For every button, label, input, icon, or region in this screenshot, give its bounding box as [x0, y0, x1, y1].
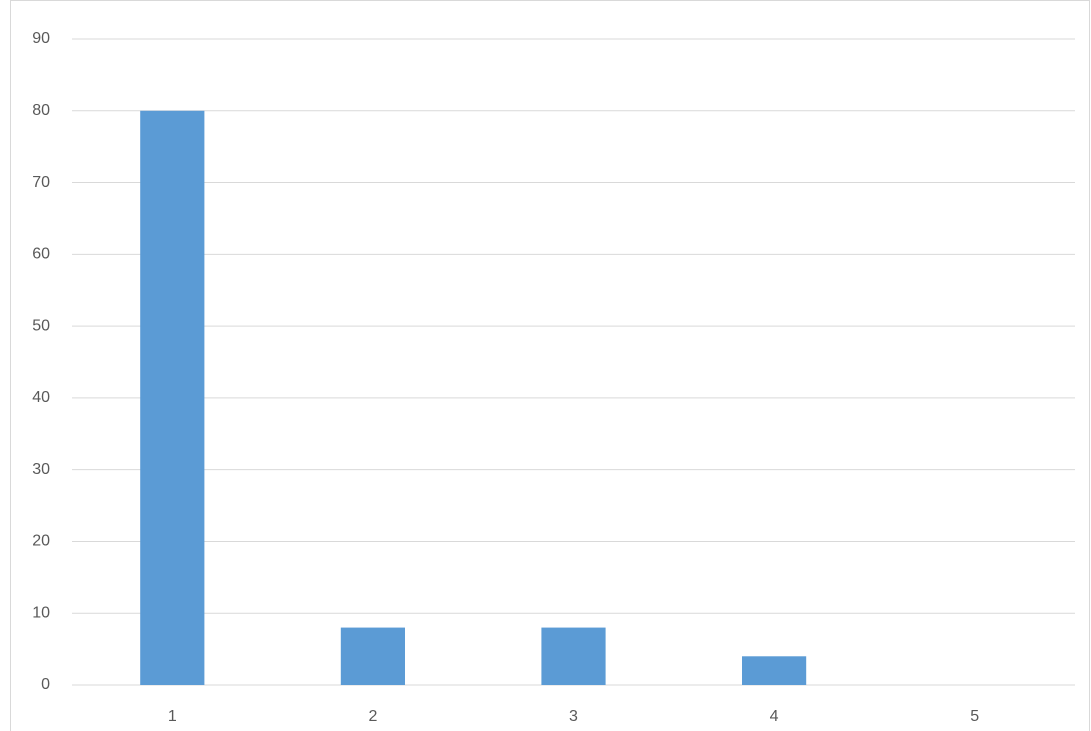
bar — [340, 627, 405, 685]
y-tick-label: 30 — [32, 461, 50, 478]
y-tick-label: 0 — [41, 676, 50, 693]
y-tick-label: 70 — [32, 174, 50, 191]
y-tick-label: 60 — [32, 246, 50, 263]
x-tick-label: 1 — [168, 708, 177, 725]
y-tick-label: 80 — [32, 102, 50, 119]
bar — [140, 110, 205, 686]
x-tick-label: 2 — [368, 708, 377, 725]
x-tick-label: 3 — [569, 708, 578, 725]
y-tick-label: 50 — [32, 317, 50, 334]
y-tick-label: 10 — [32, 604, 50, 621]
bar — [742, 656, 807, 685]
x-tick-label: 5 — [970, 708, 979, 725]
y-tick-label: 40 — [32, 389, 50, 406]
y-tick-label: 90 — [32, 30, 50, 47]
y-tick-label: 20 — [32, 533, 50, 550]
x-tick-label: 4 — [770, 708, 779, 725]
bar — [541, 627, 606, 685]
